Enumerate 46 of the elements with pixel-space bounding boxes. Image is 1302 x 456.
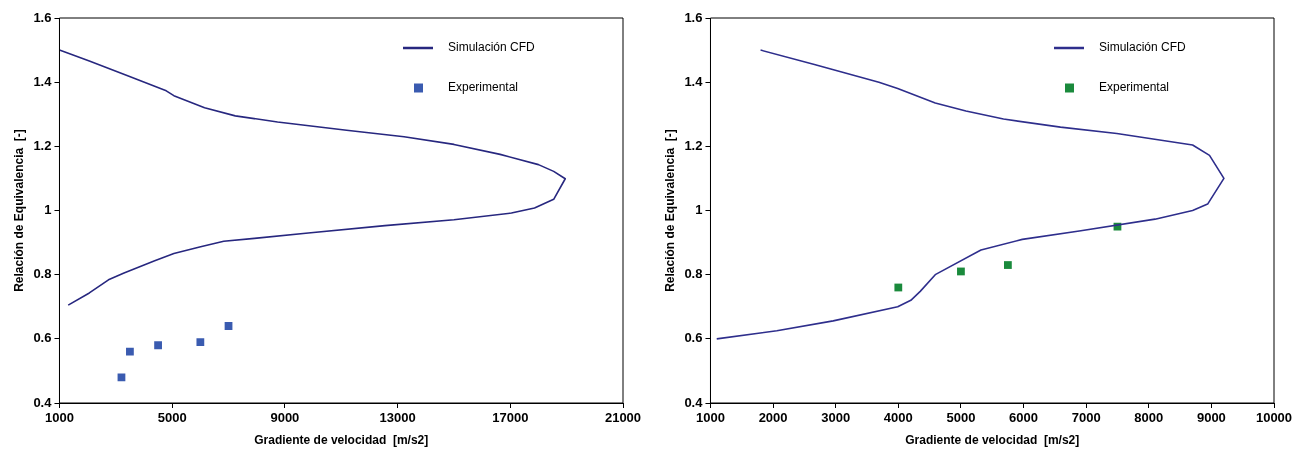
x-tick-label: 5000	[946, 410, 976, 426]
x-tick-label: 8000	[1134, 410, 1164, 426]
x-tick-label: 7000	[1071, 410, 1101, 426]
y-tick-label: 0.6	[33, 330, 52, 346]
y-tick-label: 1.6	[684, 9, 703, 25]
x-tick-label: 21000	[604, 410, 642, 426]
x-axis-title: Gradiente de velocidad [m/s2]	[905, 433, 1080, 448]
y-tick-label: 1	[44, 202, 52, 218]
x-tick-label: 17000	[492, 410, 529, 426]
point	[154, 341, 162, 350]
y-tick-label: 1.4	[684, 73, 704, 89]
point	[894, 283, 903, 292]
x-tick-label: 9000	[270, 410, 300, 426]
point	[126, 347, 134, 356]
x-tick-label: 1000	[45, 410, 74, 426]
legend-label: Experimental	[1099, 80, 1170, 95]
x-tick-label: 6000	[1009, 410, 1038, 426]
x-tick-label: 10000	[1255, 410, 1293, 426]
y-axis-title: Relación de Equivalencia [-]	[662, 129, 677, 292]
legend-label: Experimental	[448, 80, 519, 95]
y-axis-title: Relación de Equivalencia [-]	[11, 129, 26, 292]
x-axis-title: Gradiente de velocidad [m/s2]	[254, 433, 429, 448]
x-tick-label: 3000	[821, 410, 851, 426]
x-tick-label: 5000	[157, 410, 187, 426]
y-tick-label: 0.4	[33, 394, 53, 410]
x-tick-label: 2000	[758, 410, 788, 426]
legend-label: Simulación CFD	[448, 40, 536, 55]
y-tick-label: 1.2	[33, 137, 52, 153]
x-tick-label: 4000	[883, 410, 913, 426]
y-tick-label: 0.8	[684, 266, 703, 282]
point	[196, 338, 205, 346]
x-tick-label: 9000	[1196, 410, 1226, 426]
point	[117, 373, 126, 382]
x-tick-label: 13000	[379, 410, 416, 426]
x-tick-label: 1000	[696, 410, 725, 426]
y-tick-label: 1.2	[684, 137, 703, 153]
y-tick-label: 0.4	[684, 394, 704, 410]
legend-label: Simulación CFD	[1099, 40, 1187, 55]
point	[224, 322, 233, 330]
y-tick-label: 0.6	[684, 330, 703, 346]
y-tick-label: 1	[695, 202, 703, 218]
y-tick-label: 1.6	[33, 9, 52, 25]
y-tick-label: 0.8	[33, 266, 52, 282]
point	[1004, 261, 1012, 269]
y-tick-label: 1.4	[33, 73, 53, 89]
point	[957, 267, 965, 276]
